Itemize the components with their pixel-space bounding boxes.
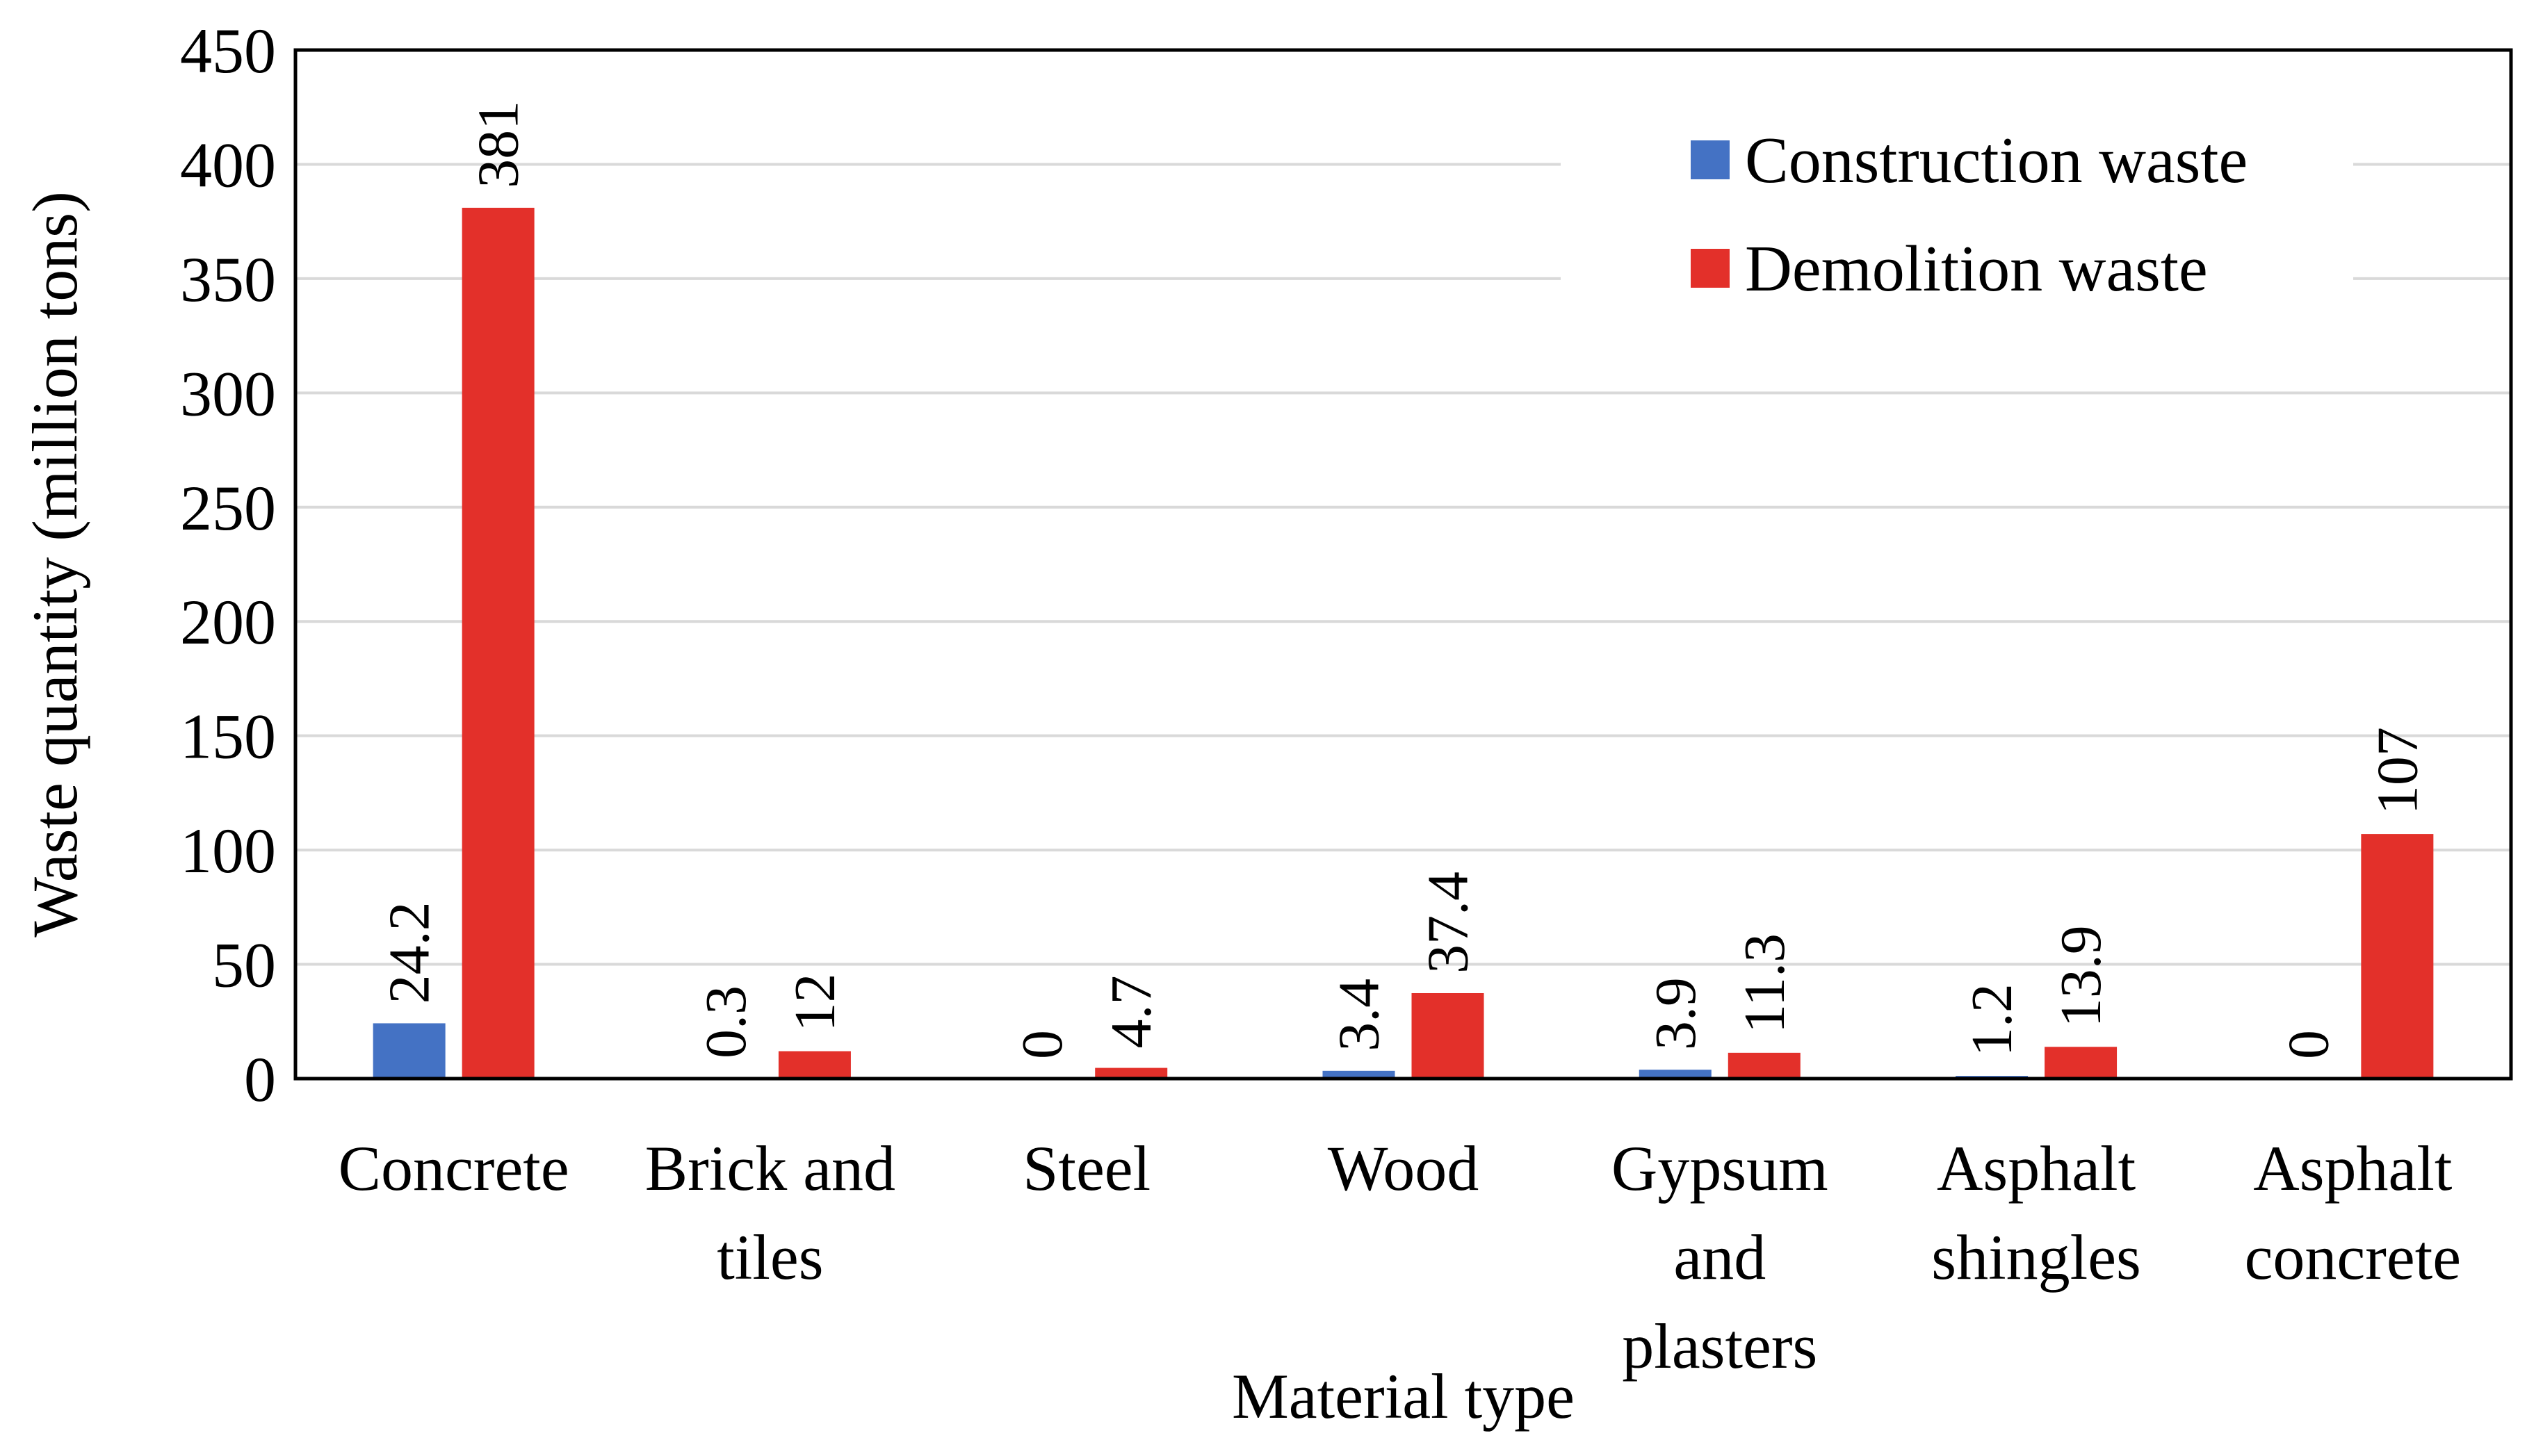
- y-axis-title: Waste quantity (million tons): [19, 191, 90, 937]
- legend-label: Construction waste: [1745, 124, 2248, 197]
- x-category-label: Asphalt concrete: [2245, 1133, 2462, 1293]
- bar-construction: [1322, 1070, 1395, 1079]
- x-category-label: Wood: [1328, 1133, 1479, 1204]
- legend: Construction waste Demolition waste: [1561, 118, 2353, 320]
- y-tick-label: 200: [180, 587, 276, 657]
- bar-construction: [1639, 1070, 1712, 1079]
- x-category-label: Gypsum and plasters: [1611, 1133, 1828, 1382]
- bar-demolition: [462, 207, 535, 1079]
- y-tick-label: 100: [180, 815, 276, 886]
- x-category-label-line: Brick and: [645, 1133, 895, 1204]
- x-category-label: Concrete: [339, 1133, 569, 1204]
- y-tick-label: 350: [180, 244, 276, 315]
- y-tick-label: 150: [180, 701, 276, 772]
- axes: [293, 48, 2513, 1081]
- y-tick-label: 250: [180, 473, 276, 543]
- data-label: 13.9: [2049, 925, 2113, 1027]
- data-label: 381: [466, 101, 531, 188]
- x-category-label-line: Steel: [1023, 1133, 1151, 1204]
- data-label: 1.2: [1960, 983, 2024, 1056]
- x-category-label-line: concrete: [2245, 1222, 2462, 1293]
- bar-demolition: [778, 1051, 851, 1079]
- data-labels: 24.2 0.3 0 3.4 3.9 1.2 0 381 12 4.7 37.4 11.3 13.9 10…: [377, 101, 2430, 1059]
- x-category-label-line: Asphalt: [1937, 1133, 2136, 1204]
- x-category-label-line: and: [1673, 1222, 1766, 1293]
- y-tick-labels: 0 50 100 150 200 250 300 350 400 450: [180, 15, 276, 1115]
- x-axis-title: Material type: [1232, 1361, 1575, 1432]
- legend-label: Demolition waste: [1745, 233, 2208, 305]
- bar-demolition: [2361, 834, 2434, 1079]
- y-tick-label: 0: [244, 1044, 276, 1115]
- data-label: 11.3: [1732, 933, 1797, 1033]
- plot-frame: [293, 48, 2513, 1081]
- x-category-label: Steel: [1023, 1133, 1151, 1204]
- data-label: 24.2: [377, 901, 442, 1004]
- data-label: 0: [1010, 1030, 1075, 1059]
- data-label: 37.4: [1416, 872, 1481, 974]
- y-tick-label: 400: [180, 129, 276, 200]
- data-label: 4.7: [1099, 976, 1164, 1049]
- data-label: 0.3: [694, 985, 758, 1058]
- data-label: 12: [783, 974, 847, 1032]
- x-category-label-line: shingles: [1931, 1222, 2141, 1293]
- data-label: 107: [2365, 727, 2430, 815]
- x-category-label-line: Concrete: [339, 1133, 569, 1204]
- data-label: 3.4: [1327, 979, 1392, 1052]
- x-category-labels: Concrete Brick and tiles Steel Wood Gypsum and…: [339, 1133, 2462, 1382]
- gridlines: [295, 163, 2511, 966]
- legend-swatch-construction: [1691, 140, 1730, 179]
- legend-swatch-demolition: [1691, 249, 1730, 288]
- y-tick-label: 300: [180, 358, 276, 429]
- x-category-label: Brick and tiles: [645, 1133, 895, 1293]
- data-label: 0: [2276, 1030, 2341, 1059]
- bar-construction: [373, 1023, 446, 1079]
- x-category-label-line: Gypsum: [1611, 1133, 1828, 1204]
- x-category-label-line: tiles: [717, 1222, 823, 1293]
- data-label: 3.9: [1643, 977, 1708, 1050]
- bars: [373, 207, 2434, 1079]
- x-category-label-line: Wood: [1328, 1133, 1479, 1204]
- x-category-label-line: Asphalt: [2253, 1133, 2453, 1204]
- y-tick-label: 450: [180, 15, 276, 86]
- x-category-label-line: plasters: [1622, 1311, 1817, 1382]
- bar-demolition: [1728, 1052, 1801, 1079]
- y-tick-label: 50: [212, 930, 276, 1001]
- bar-demolition: [1095, 1068, 1168, 1079]
- bar-demolition: [1411, 992, 1484, 1079]
- bar-demolition: [2045, 1047, 2118, 1079]
- x-category-label: Asphalt shingles: [1931, 1133, 2141, 1293]
